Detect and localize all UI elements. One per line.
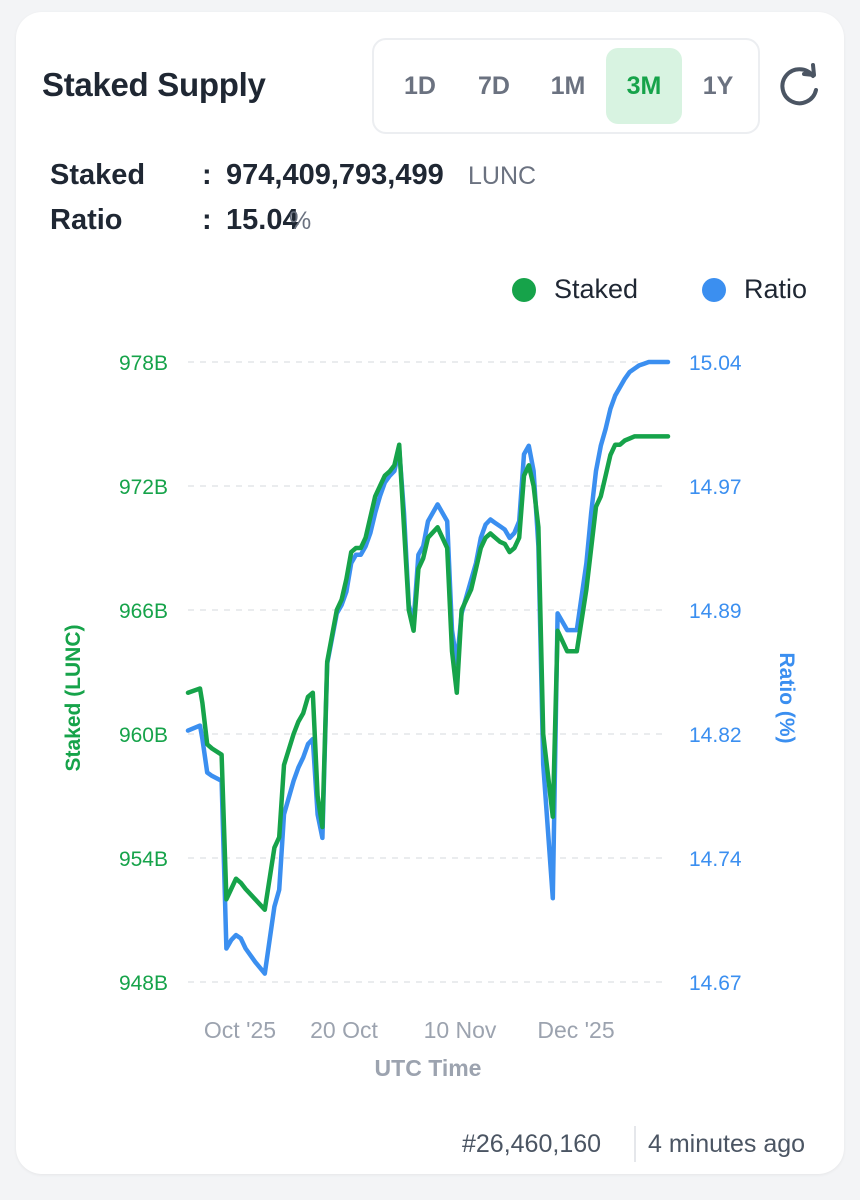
x-axis-label: UTC Time — [375, 1055, 482, 1081]
legend-staked-label: Staked — [554, 274, 639, 304]
staked-supply-card: Staked Supply 1D 7D 1M 3M 1Y Staked : 97… — [16, 12, 844, 1174]
x-axis-ticks: Oct '25 20 Oct 10 Nov Dec '25 — [204, 1017, 615, 1043]
tab-7d[interactable]: 7D — [478, 71, 510, 100]
legend-ratio-dot — [702, 277, 726, 302]
chart-series — [185, 359, 671, 976]
chart-svg: 978B 972B 966B 960B 954B 948B 15.04 14.97 14.89… — [62, 352, 798, 1081]
tab-1y[interactable]: 1Y — [702, 71, 734, 100]
legend-ratio[interactable]: Ratio — [702, 274, 807, 305]
x-tick-label: 20 Oct — [310, 1017, 378, 1043]
refresh-icon — [780, 63, 818, 106]
block-number: #26,460,160 — [462, 1130, 602, 1158]
tab-1d[interactable]: 1D — [404, 71, 436, 100]
right-tick-label: 14.82 — [689, 724, 742, 747]
left-axis-label: Staked (LUNC) — [62, 624, 85, 771]
right-tick-label: 14.97 — [689, 476, 742, 499]
series-line-staked — [185, 434, 671, 912]
legend-staked-dot — [512, 277, 536, 302]
right-axis-label: Ratio (%) — [775, 653, 798, 744]
left-tick-label: 966B — [119, 600, 168, 623]
last-updated: 4 minutes ago — [648, 1130, 806, 1158]
x-tick-label: 10 Nov — [424, 1017, 497, 1043]
right-tick-label: 14.89 — [689, 600, 742, 623]
left-tick-label: 960B — [119, 724, 168, 747]
right-tick-label: 15.04 — [689, 352, 742, 375]
chart-grid — [188, 361, 668, 983]
staked-stat-unit: LUNC — [468, 162, 537, 190]
staked-stat-value: 974,409,793,499 — [226, 159, 444, 191]
timeframe-tabs: 1D 7D 1M 3M 1Y — [372, 38, 760, 134]
ratio-stat-unit: % — [289, 207, 312, 235]
x-tick-label: Dec '25 — [537, 1017, 614, 1043]
card-title: Staked Supply — [42, 66, 266, 103]
right-axis-ticks: 15.04 14.97 14.89 14.82 14.74 14.67 — [689, 352, 742, 995]
legend-staked[interactable]: Staked — [512, 274, 638, 305]
series-line-ratio — [185, 359, 671, 976]
ratio-stat-label: Ratio — [50, 204, 123, 236]
ratio-stat-value: 15.04 — [226, 204, 299, 236]
footer-divider — [634, 1126, 636, 1162]
refresh-button[interactable] — [774, 62, 824, 112]
staked-stat: Staked : 974,409,793,499 — [50, 159, 444, 192]
tab-3m[interactable]: 3M — [606, 48, 682, 124]
left-tick-label: 978B — [119, 352, 168, 375]
left-tick-label: 972B — [119, 476, 168, 499]
right-tick-label: 14.74 — [689, 848, 742, 871]
tab-1m[interactable]: 1M — [550, 71, 586, 100]
x-tick-label: Oct '25 — [204, 1017, 276, 1043]
right-tick-label: 14.67 — [689, 972, 742, 995]
left-tick-label: 954B — [119, 848, 168, 871]
left-axis-ticks: 978B 972B 966B 960B 954B 948B — [119, 352, 168, 995]
staked-stat-colon: : — [202, 159, 212, 191]
ratio-stat: Ratio : 15.04 — [50, 204, 299, 237]
legend-ratio-label: Ratio — [744, 274, 808, 304]
staked-stat-label: Staked — [50, 159, 146, 191]
left-tick-label: 948B — [119, 972, 168, 995]
ratio-stat-colon: : — [202, 204, 212, 236]
